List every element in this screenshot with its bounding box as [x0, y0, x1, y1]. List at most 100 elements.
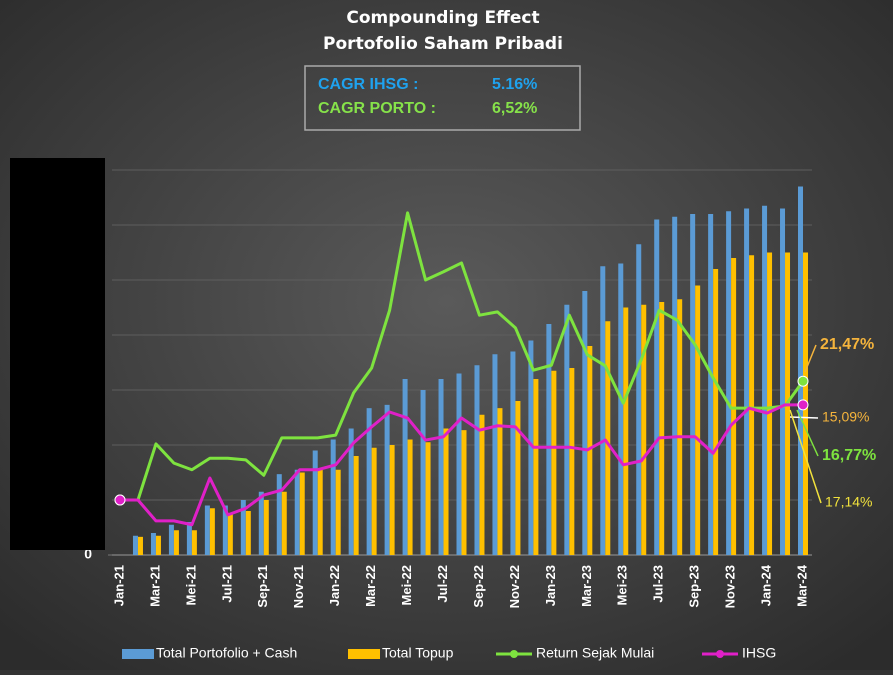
bar — [677, 299, 683, 555]
x-tick-label: Jul-23 — [651, 565, 666, 603]
legend-swatch — [716, 650, 724, 658]
annotation-leader — [804, 344, 817, 373]
bar — [605, 321, 611, 555]
bar — [618, 263, 624, 555]
bar — [168, 524, 174, 555]
bar — [389, 445, 395, 555]
x-tick-label: Mei-22 — [399, 565, 414, 605]
bar — [654, 219, 660, 555]
x-tick-label: Sep-21 — [255, 565, 270, 608]
x-tick-label: Mar-23 — [579, 565, 594, 607]
bar — [564, 304, 570, 555]
legend-label: Return Sejak Mulai — [536, 645, 654, 661]
bar — [348, 428, 354, 555]
redaction — [10, 158, 105, 550]
bar — [425, 442, 431, 555]
bar — [245, 511, 251, 555]
bar — [749, 255, 755, 555]
bar — [227, 513, 233, 555]
bar — [330, 439, 336, 555]
legend-swatch — [122, 649, 154, 659]
bar — [492, 354, 498, 555]
bar — [407, 439, 413, 555]
cagr-value: 6,52% — [492, 100, 537, 117]
bar — [497, 408, 503, 555]
chart-title: Compounding Effect — [346, 8, 539, 28]
bar — [569, 368, 575, 555]
bar — [461, 430, 467, 555]
cagr-label: CAGR PORTO : — [318, 100, 436, 117]
x-tick-label: Nov-22 — [507, 565, 522, 608]
bar — [366, 408, 372, 555]
legend-swatch — [348, 649, 380, 659]
bar — [726, 211, 732, 555]
bar — [173, 530, 179, 555]
bar — [659, 302, 665, 555]
x-tick-label: Jan-23 — [543, 565, 558, 606]
bar — [510, 351, 516, 555]
bar — [191, 530, 197, 555]
x-tick-label: Nov-21 — [291, 565, 306, 608]
bar — [312, 450, 318, 555]
bar — [137, 536, 143, 555]
bar — [636, 244, 642, 555]
bar — [443, 428, 449, 555]
y-tick-label: 0 — [84, 546, 92, 562]
line — [120, 211, 805, 502]
bar — [528, 340, 534, 555]
annotation: 21,47% — [820, 336, 874, 353]
bar — [479, 414, 485, 555]
x-tick-label: Mar-24 — [794, 564, 809, 607]
line-marker — [797, 399, 809, 411]
bar — [551, 370, 557, 555]
bar — [317, 469, 323, 555]
bar — [240, 500, 246, 555]
bar — [780, 208, 786, 555]
bar — [533, 379, 539, 555]
annotation-leader — [796, 409, 819, 457]
cagr-box — [304, 65, 581, 131]
bar — [281, 491, 287, 555]
bar — [456, 373, 462, 555]
x-tick-label: Mei-21 — [183, 565, 198, 605]
x-tick-label: Jan-24 — [758, 564, 773, 606]
line-marker — [797, 375, 809, 387]
x-tick-label: Sep-23 — [687, 565, 702, 608]
legend-label: IHSG — [742, 645, 776, 661]
bar — [299, 472, 305, 555]
bar — [276, 474, 282, 555]
bar — [402, 379, 408, 555]
bar — [587, 346, 593, 555]
bar — [438, 379, 444, 555]
x-tick-label: Mei-23 — [615, 565, 630, 605]
bar — [420, 390, 426, 555]
legend-swatch — [510, 650, 518, 658]
x-tick-label: Jan-21 — [111, 565, 126, 606]
bar — [294, 469, 300, 555]
bar — [713, 269, 719, 555]
x-tick-label: Nov-23 — [723, 565, 738, 608]
bar — [132, 535, 138, 555]
legend-label: Total Topup — [382, 645, 454, 661]
bar — [708, 214, 714, 555]
bar — [155, 535, 161, 555]
annotation: 16,77% — [822, 447, 876, 464]
bar — [186, 522, 192, 555]
chart-subtitle: Portofolio Saham Pribadi — [323, 34, 563, 54]
x-tick-label: Mar-21 — [147, 565, 162, 607]
bar — [150, 533, 156, 555]
bar — [672, 216, 678, 555]
bar — [371, 447, 377, 555]
annotation: 15,09% — [822, 409, 869, 425]
bar — [546, 324, 552, 555]
bar — [695, 285, 701, 555]
x-tick-label: Sep-22 — [471, 565, 486, 608]
line — [120, 403, 803, 527]
bar — [623, 307, 629, 555]
annotation: 17,14% — [825, 494, 872, 510]
x-tick-label: Jan-22 — [327, 565, 342, 606]
x-tick-label: Jul-22 — [435, 565, 450, 603]
annotation-leader — [789, 409, 822, 504]
bar — [209, 508, 215, 555]
